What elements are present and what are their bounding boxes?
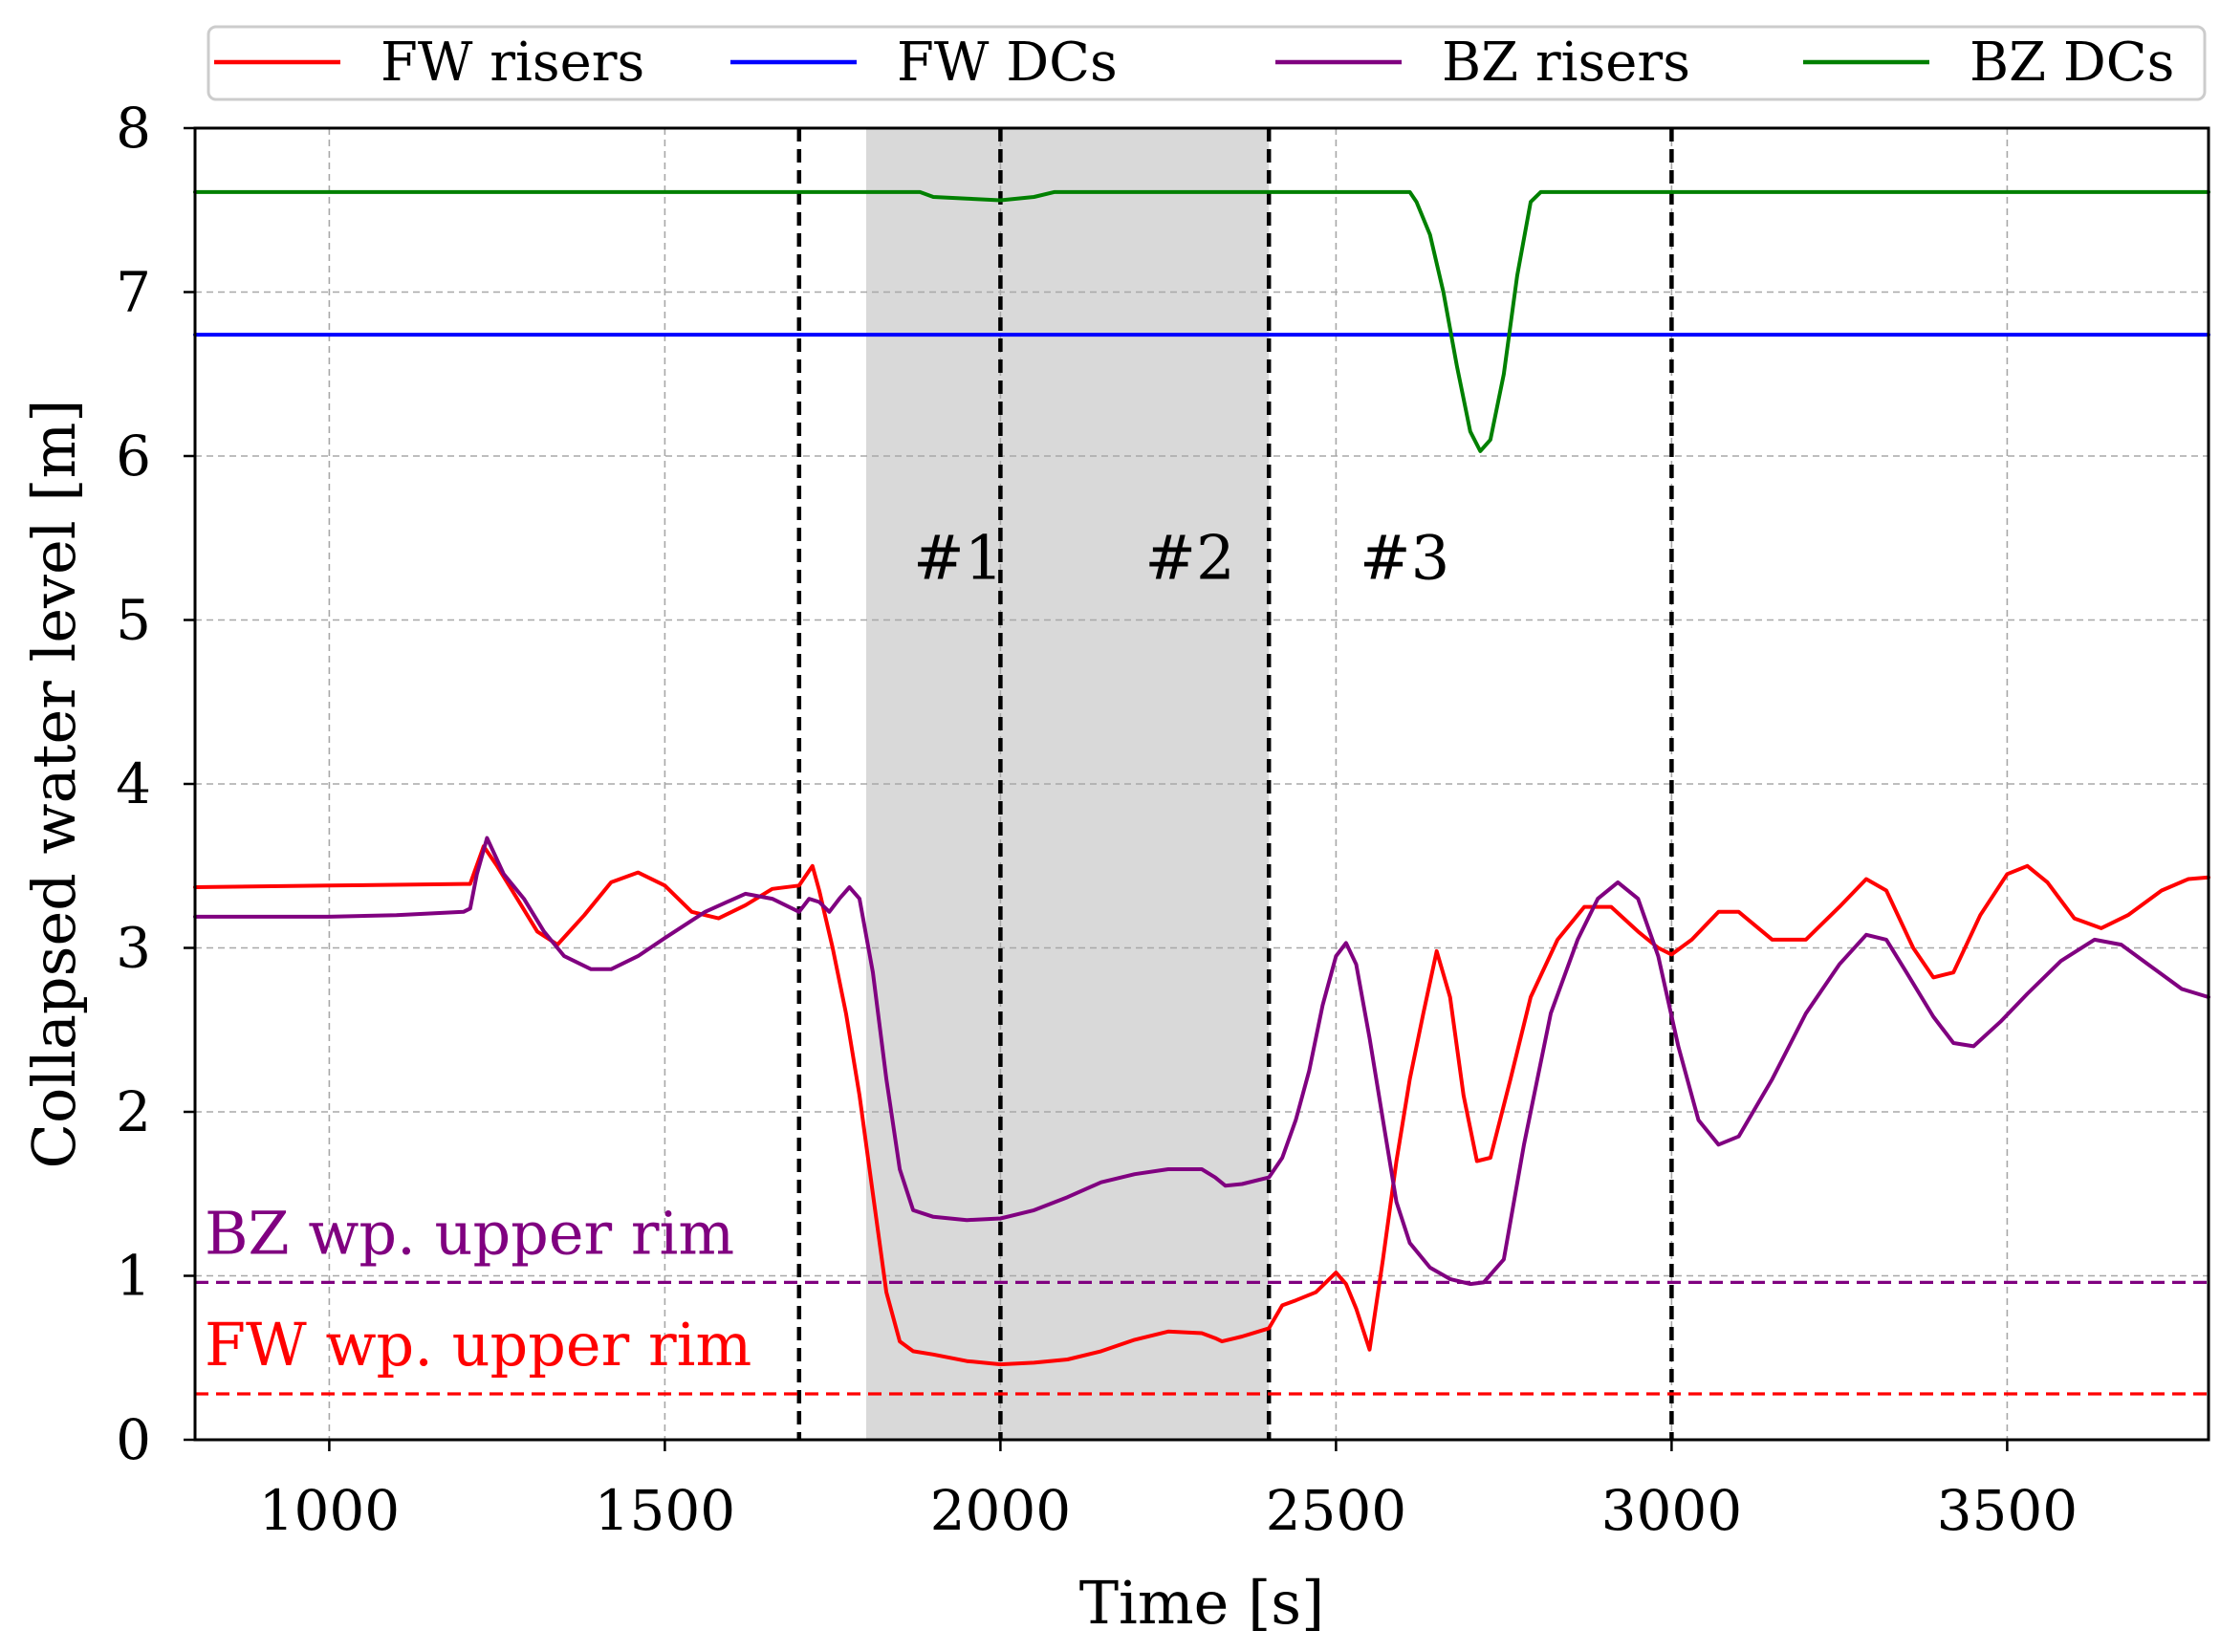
x-tick-label: 3500 [1937,1478,2079,1543]
annotation-labels-group: Time [s] Collapsed water level [m] BZ wp. … [19,400,1449,1638]
reference-label-bz-wp-upper-rim: BZ wp. upper rim [205,1198,734,1268]
axes-group [184,126,2210,1451]
legend-group: FW risers FW DCs BZ risers BZ DCs [207,25,2207,101]
phase-label: #3 [1360,524,1449,595]
series-line-bz-dcs[interactable] [193,189,2210,453]
y-tick-label: 2 [116,1079,151,1144]
series-line-bz-risers[interactable] [193,836,2210,1287]
y-axis-title: Collapsed water level [m] [19,400,89,1169]
phase-label: #2 [1144,524,1234,595]
x-axis-title: Time [s] [1079,1568,1325,1638]
x-tick-label: 2500 [1266,1478,1407,1543]
y-tick-label: 1 [116,1244,151,1309]
series-group [193,189,2210,1367]
reference-label-fw-wp-upper-rim: FW wp. upper rim [205,1310,751,1380]
phase-label: #1 [913,524,1003,595]
legend-label-bz-risers: BZ risers [1442,32,1690,94]
x-tick-label: 1500 [595,1478,736,1543]
tick-labels-group: 1000 1500 2000 2500 3000 3500 0 1 2 3 4 5 6 7 8 [116,96,2078,1543]
y-tick-label: 7 [116,260,151,325]
series-line-fw-risers[interactable] [193,844,2210,1367]
y-tick-label: 0 [116,1407,151,1472]
legend-label-fw-risers: FW risers [381,32,644,94]
y-tick-label: 4 [116,751,151,816]
y-tick-label: 8 [116,96,151,161]
y-tick-label: 6 [116,424,151,489]
x-tick-label: 1000 [259,1478,401,1543]
legend-label-fw-dcs: FW DCs [897,32,1118,94]
event-lines-group [796,128,1674,1440]
x-tick-label: 2000 [930,1478,1072,1543]
legend-box [207,25,2207,101]
y-tick-label: 5 [116,588,151,653]
x-tick-label: 3000 [1601,1478,1743,1543]
y-tick-label: 3 [116,916,151,981]
legend-label-bz-dcs: BZ DCs [1970,32,2174,94]
